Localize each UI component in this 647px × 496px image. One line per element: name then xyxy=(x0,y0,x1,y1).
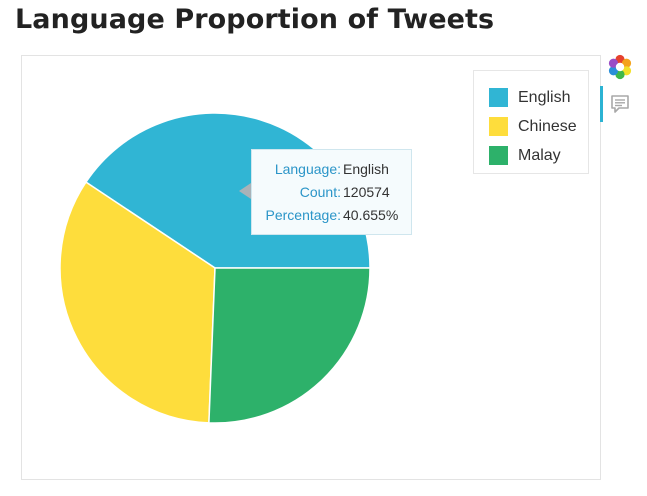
hover-tool-icon[interactable] xyxy=(610,94,630,116)
tooltip-pointer xyxy=(239,183,251,199)
legend-item-chinese[interactable]: Chinese xyxy=(474,112,588,141)
legend-item-english[interactable]: English xyxy=(474,83,588,112)
legend-label: Chinese xyxy=(518,117,577,135)
legend-swatch xyxy=(489,146,508,165)
tooltip-value: 40.655% xyxy=(343,207,399,223)
tooltip-row-percentage: Percentage: 40.655% xyxy=(260,206,403,229)
tooltip-row-count: Count: 120574 xyxy=(260,183,403,206)
legend-label: Malay xyxy=(518,146,561,164)
tooltip-value: English xyxy=(343,161,389,177)
tooltip-row-language: Language: English xyxy=(260,160,403,183)
active-tool-indicator xyxy=(600,86,603,122)
bokeh-logo-icon[interactable] xyxy=(607,54,633,80)
tooltip-key: Language: xyxy=(274,161,341,177)
legend: English Chinese Malay xyxy=(473,70,589,174)
legend-item-malay[interactable]: Malay xyxy=(474,141,588,170)
tooltip-key: Count: xyxy=(299,184,341,200)
legend-label: English xyxy=(518,88,571,106)
pie-slice-malay[interactable] xyxy=(208,267,371,424)
hover-tooltip: Language: English Count: 120574 Percenta… xyxy=(251,149,412,235)
chart-toolbar xyxy=(600,52,640,126)
tooltip-value: 120574 xyxy=(343,184,390,200)
chart-title: Language Proportion of Tweets xyxy=(15,4,495,35)
legend-swatch xyxy=(489,117,508,136)
legend-swatch xyxy=(489,88,508,107)
pie-slice-chinese[interactable] xyxy=(59,181,216,424)
tooltip-key: Percentage: xyxy=(265,207,342,223)
